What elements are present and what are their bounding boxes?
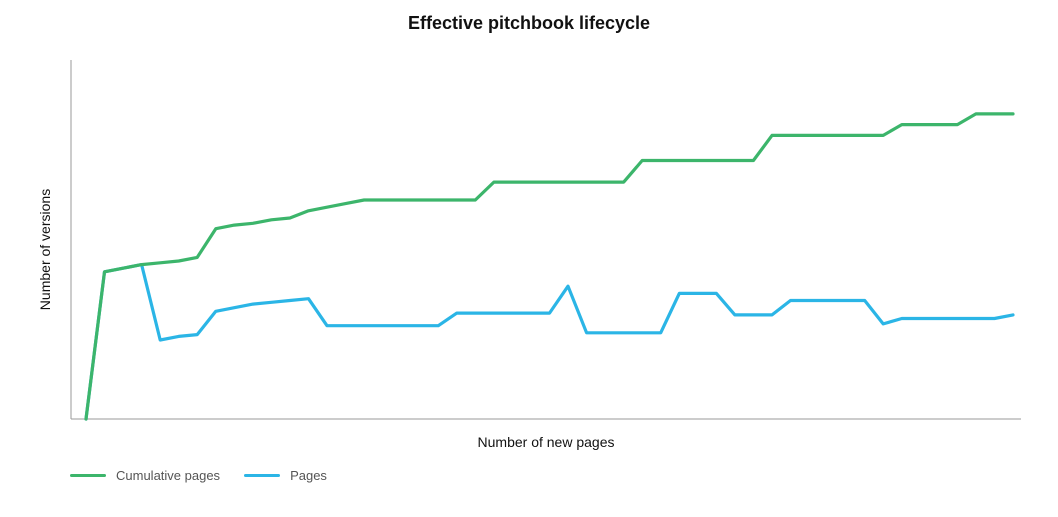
series-layer — [84, 112, 1015, 421]
y-axis-label: Number of versions — [37, 189, 53, 310]
legend-label-cumulative-pages: Cumulative pages — [116, 468, 221, 483]
legend-label-pages: Pages — [290, 468, 327, 483]
legend-item-pages: Pages — [244, 468, 327, 483]
legend: Cumulative pages Pages — [70, 468, 351, 483]
chart-title: Effective pitchbook lifecycle — [407, 13, 651, 33]
legend-item-cumulative-pages: Cumulative pages — [70, 468, 220, 483]
series-line-cumulative-pages — [84, 112, 1015, 421]
x-axis-label: Number of new pages — [478, 434, 615, 450]
legend-swatch-cumulative-pages — [70, 474, 106, 477]
legend-swatch-pages — [244, 474, 281, 477]
series-line-pages — [84, 263, 1015, 421]
